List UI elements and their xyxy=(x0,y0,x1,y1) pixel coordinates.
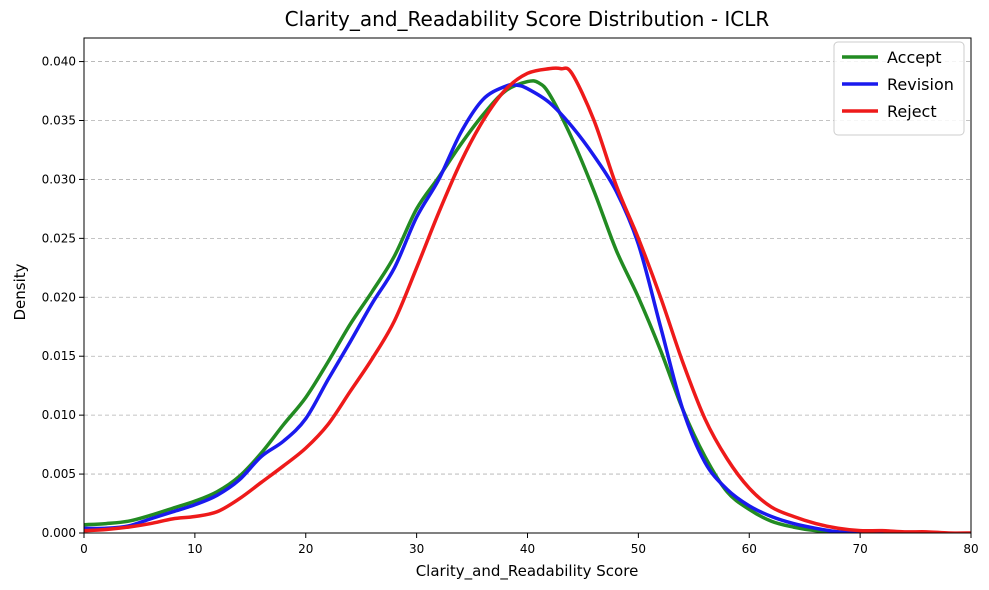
x-tick-label-4: 40 xyxy=(520,542,535,556)
y-tick-label-2: 0.010 xyxy=(42,408,76,422)
y-tick-label-5: 0.025 xyxy=(42,231,76,245)
x-tick-label-2: 20 xyxy=(298,542,313,556)
y-axis-title: Density xyxy=(11,263,29,320)
legend: Accept Revision Reject xyxy=(833,41,965,136)
x-tick-label-5: 50 xyxy=(631,542,646,556)
y-tick-label-1: 0.005 xyxy=(42,467,76,481)
legend-label-reject: Reject xyxy=(887,102,937,121)
series-line-accept xyxy=(84,79,907,533)
chart-title: Clarity_and_Readability Score Distributi… xyxy=(285,7,770,31)
series-line-reject xyxy=(84,66,971,533)
series-line-revision xyxy=(84,82,885,533)
y-tick-label-8: 0.040 xyxy=(42,55,76,69)
legend-label-accept: Accept xyxy=(887,48,942,67)
y-tick-label-7: 0.035 xyxy=(42,114,76,128)
gridlines xyxy=(84,61,971,475)
x-tick-label-0: 0 xyxy=(80,542,88,556)
x-tick-label-8: 80 xyxy=(963,542,978,556)
x-axis-title: Clarity_and_Readability Score xyxy=(416,562,639,581)
x-tick-label-6: 60 xyxy=(742,542,757,556)
y-tick-label-6: 0.030 xyxy=(42,172,76,186)
y-tick-label-3: 0.015 xyxy=(42,349,76,363)
series-lines xyxy=(84,66,971,533)
x-tick-label-3: 30 xyxy=(409,542,424,556)
legend-label-revision: Revision xyxy=(887,75,954,94)
x-tick-label-1: 10 xyxy=(187,542,202,556)
y-tick-label-4: 0.020 xyxy=(42,290,76,304)
y-tick-label-0: 0.000 xyxy=(42,526,76,540)
x-tick-label-7: 70 xyxy=(852,542,867,556)
axis-ticks: 0 10 20 30 40 50 60 70 80 0.000 0.005 0.010 0.015 0.0… xyxy=(42,55,979,556)
